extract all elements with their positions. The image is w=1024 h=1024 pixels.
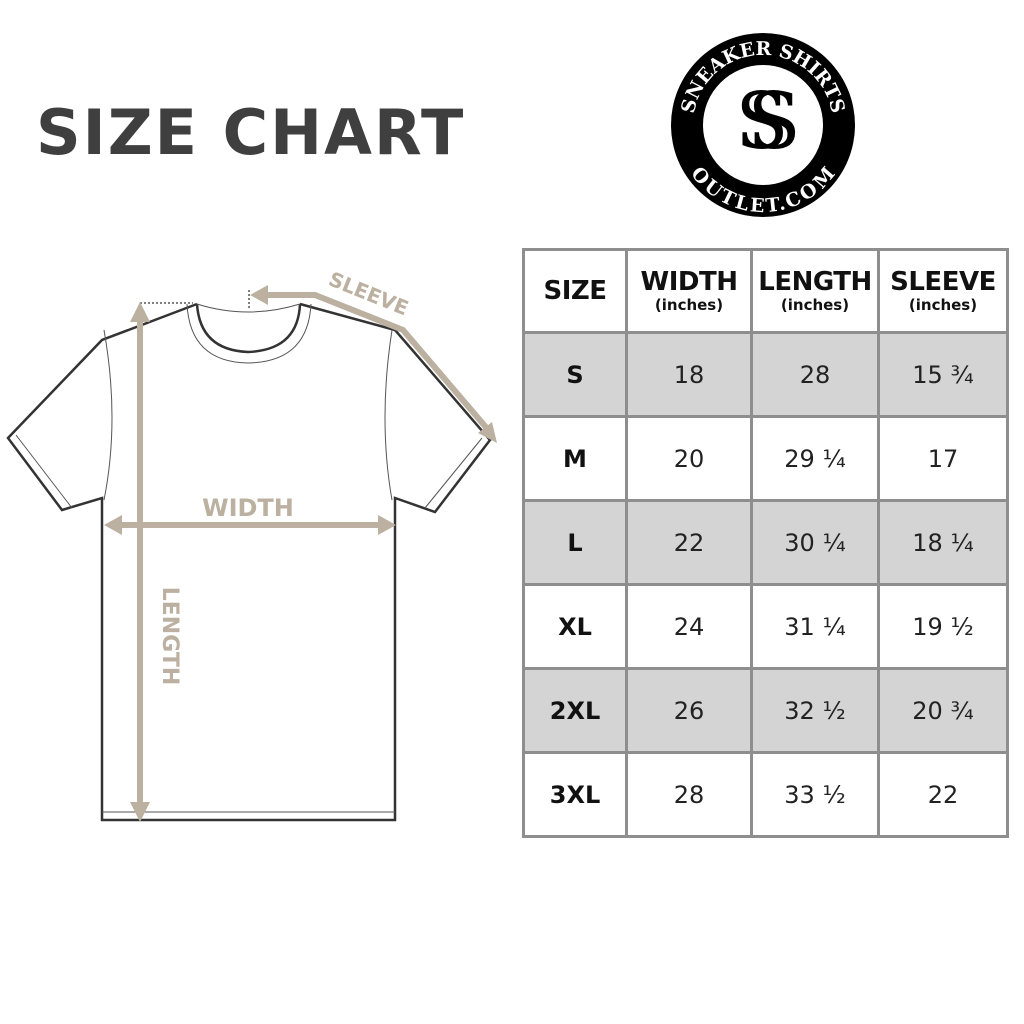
page-title: SIZE CHART — [36, 96, 466, 169]
size-cell: L — [522, 499, 628, 586]
table-row: L 22 30 ¼ 18 ¼ — [522, 499, 1009, 586]
length-cell: 30 ¼ — [750, 499, 880, 586]
sleeve-cell: 22 — [877, 751, 1009, 838]
tshirt-outline — [6, 302, 492, 822]
header-size: SIZE — [522, 248, 628, 334]
length-cell: 32 ½ — [750, 667, 880, 754]
sleeve-label: SLEEVE — [325, 270, 412, 320]
table-row: M 20 29 ¼ 17 — [522, 415, 1009, 502]
header-width: WIDTH (inches) — [625, 248, 753, 334]
size-cell: 3XL — [522, 751, 628, 838]
width-cell: 26 — [625, 667, 753, 754]
sleeve-cell: 15 ¾ — [877, 331, 1009, 418]
size-cell: S — [522, 331, 628, 418]
length-cell: 29 ¼ — [750, 415, 880, 502]
sleeve-arrow — [262, 292, 493, 434]
size-table: SIZE WIDTH (inches) LENGTH (inches) SLEEVE… — [522, 248, 1009, 838]
tshirt-diagram: WIDTH LENGTH SLEEVE — [6, 270, 497, 822]
length-cell: 33 ½ — [750, 751, 880, 838]
table-row: 3XL 28 33 ½ 22 — [522, 751, 1009, 838]
table-row: 2XL 26 32 ½ 20 ¾ — [522, 667, 1009, 754]
sleeve-cell: 20 ¾ — [877, 667, 1009, 754]
sleeve-cell: 17 — [877, 415, 1009, 502]
size-cell: M — [522, 415, 628, 502]
header-sleeve: SLEEVE (inches) — [877, 248, 1009, 334]
table-header-row: SIZE WIDTH (inches) LENGTH (inches) SLEEVE… — [522, 248, 1009, 334]
width-cell: 22 — [625, 499, 753, 586]
width-cell: 24 — [625, 583, 753, 670]
header-length: LENGTH (inches) — [750, 248, 880, 334]
width-cell: 28 — [625, 751, 753, 838]
measurement-arrows — [110, 292, 493, 812]
sleeve-cell: 18 ¼ — [877, 499, 1009, 586]
width-cell: 18 — [625, 331, 753, 418]
size-cell: XL — [522, 583, 628, 670]
width-label: WIDTH — [202, 494, 294, 522]
table-row: XL 24 31 ¼ 19 ½ — [522, 583, 1009, 670]
sleeve-cell: 19 ½ — [877, 583, 1009, 670]
length-label: LENGTH — [157, 587, 182, 686]
width-cell: 20 — [625, 415, 753, 502]
length-cell: 31 ¼ — [750, 583, 880, 670]
table-row: S 18 28 15 ¾ — [522, 331, 1009, 418]
sneaker-shirts-logo: SNEAKER SHIRTS OUTLET.COM SS — [671, 33, 855, 217]
length-cell: 28 — [750, 331, 880, 418]
size-cell: 2XL — [522, 667, 628, 754]
